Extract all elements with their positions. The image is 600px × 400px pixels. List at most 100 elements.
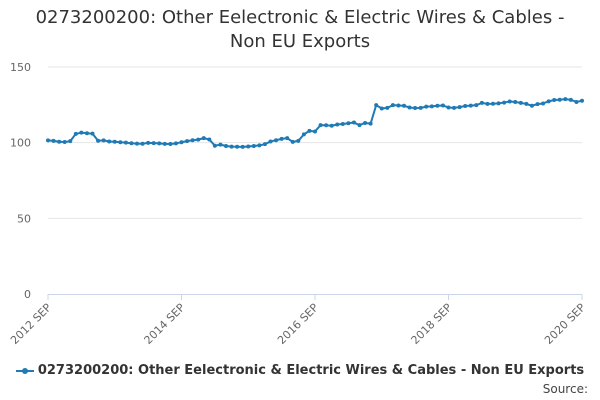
data-point[interactable] xyxy=(46,138,50,143)
data-point[interactable] xyxy=(396,103,401,108)
data-point[interactable] xyxy=(51,138,56,143)
data-point[interactable] xyxy=(435,103,440,108)
data-point[interactable] xyxy=(112,139,117,144)
data-point[interactable] xyxy=(151,141,156,146)
data-point[interactable] xyxy=(563,97,568,102)
data-point[interactable] xyxy=(518,100,523,105)
data-point[interactable] xyxy=(541,101,546,106)
data-point[interactable] xyxy=(229,144,234,149)
data-point[interactable] xyxy=(351,120,356,125)
data-point[interactable] xyxy=(468,103,473,108)
data-point[interactable] xyxy=(262,142,267,147)
data-point[interactable] xyxy=(296,138,301,143)
data-point[interactable] xyxy=(474,103,479,108)
data-point[interactable] xyxy=(491,101,495,106)
data-point[interactable] xyxy=(340,122,345,127)
data-point[interactable] xyxy=(201,136,206,141)
data-point[interactable] xyxy=(329,123,334,128)
data-point[interactable] xyxy=(385,105,390,110)
data-point[interactable] xyxy=(568,97,573,102)
data-point[interactable] xyxy=(129,141,134,146)
data-point[interactable] xyxy=(290,139,295,144)
data-point[interactable] xyxy=(374,103,379,108)
data-point[interactable] xyxy=(557,97,562,102)
data-point[interactable] xyxy=(479,100,484,105)
data-point[interactable] xyxy=(507,99,512,104)
data-point[interactable] xyxy=(173,141,178,146)
series-line xyxy=(47,98,583,148)
data-point[interactable] xyxy=(279,136,284,141)
data-point[interactable] xyxy=(496,101,501,106)
data-point[interactable] xyxy=(313,129,317,134)
data-point[interactable] xyxy=(185,139,190,144)
data-point[interactable] xyxy=(424,104,429,109)
source-label: Source: xyxy=(542,382,588,396)
data-point[interactable] xyxy=(363,120,368,125)
data-point[interactable] xyxy=(301,132,306,137)
data-point[interactable] xyxy=(346,121,351,126)
data-point[interactable] xyxy=(463,104,468,109)
data-point[interactable] xyxy=(123,140,128,145)
data-point[interactable] xyxy=(251,143,256,148)
data-point[interactable] xyxy=(190,138,195,143)
data-point[interactable] xyxy=(240,144,245,149)
data-point[interactable] xyxy=(79,130,84,135)
data-point[interactable] xyxy=(196,137,201,142)
data-point[interactable] xyxy=(118,140,123,145)
data-point[interactable] xyxy=(218,142,223,147)
data-point[interactable] xyxy=(212,143,217,148)
data-point[interactable] xyxy=(546,99,551,104)
data-point[interactable] xyxy=(84,131,89,136)
legend-item[interactable]: 0273200200: Other Eelectronic & Electric… xyxy=(0,363,600,378)
data-point[interactable] xyxy=(429,104,434,109)
data-point[interactable] xyxy=(146,140,151,145)
data-point[interactable] xyxy=(101,138,106,143)
data-point[interactable] xyxy=(246,144,251,149)
data-point[interactable] xyxy=(162,141,167,146)
data-point[interactable] xyxy=(402,103,406,108)
data-point[interactable] xyxy=(502,100,507,105)
data-point[interactable] xyxy=(529,103,534,108)
data-point[interactable] xyxy=(446,105,451,110)
data-point[interactable] xyxy=(179,140,184,145)
data-point[interactable] xyxy=(335,122,340,127)
data-point[interactable] xyxy=(62,140,67,145)
data-point[interactable] xyxy=(413,106,418,111)
data-point[interactable] xyxy=(207,137,212,142)
data-point[interactable] xyxy=(73,131,78,136)
data-point[interactable] xyxy=(96,138,101,143)
data-point[interactable] xyxy=(68,139,73,144)
data-point[interactable] xyxy=(268,139,273,144)
data-point[interactable] xyxy=(140,141,145,146)
data-point[interactable] xyxy=(285,136,290,141)
data-point[interactable] xyxy=(452,105,457,110)
data-point[interactable] xyxy=(440,103,445,108)
data-point[interactable] xyxy=(235,144,240,149)
data-point[interactable] xyxy=(257,143,262,148)
data-point[interactable] xyxy=(407,105,412,110)
data-point[interactable] xyxy=(107,139,112,144)
data-point[interactable] xyxy=(418,105,423,110)
data-point[interactable] xyxy=(318,123,323,128)
data-point[interactable] xyxy=(368,121,373,126)
data-point[interactable] xyxy=(513,99,518,104)
data-point[interactable] xyxy=(535,102,540,107)
data-point[interactable] xyxy=(90,131,95,136)
data-point[interactable] xyxy=(580,98,584,103)
data-point[interactable] xyxy=(552,97,557,102)
data-point[interactable] xyxy=(135,141,139,146)
data-point[interactable] xyxy=(224,143,228,148)
data-point[interactable] xyxy=(524,101,529,106)
data-point[interactable] xyxy=(574,99,579,104)
data-point[interactable] xyxy=(168,142,173,147)
data-point[interactable] xyxy=(379,106,384,111)
data-point[interactable] xyxy=(390,103,395,108)
data-point[interactable] xyxy=(485,101,490,106)
data-point[interactable] xyxy=(457,105,462,110)
data-point[interactable] xyxy=(307,128,312,133)
data-point[interactable] xyxy=(57,139,62,144)
data-point[interactable] xyxy=(324,123,329,128)
data-point[interactable] xyxy=(157,141,162,146)
data-point[interactable] xyxy=(274,138,279,143)
data-point[interactable] xyxy=(357,123,362,128)
